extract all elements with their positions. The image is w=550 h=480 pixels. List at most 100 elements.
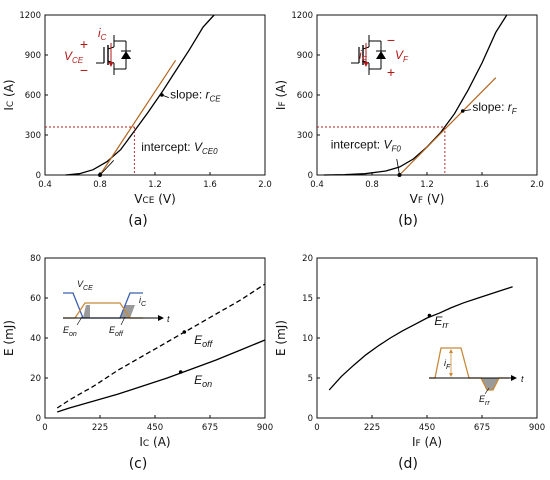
if-dim-arrow-bottom [449,373,453,377]
linear-fit-line [399,77,497,176]
eon-inset-label: Eon [63,325,77,338]
time-axis-arrow [511,375,517,381]
y-tick-label: 0 [36,171,41,181]
x-axis-label: VF (V) [410,192,445,206]
x-tick-label: 225 [364,423,380,433]
minus-sign: − [80,62,88,78]
plus-sign: + [80,36,88,52]
symbol-diode [121,51,131,59]
x-tick-label: 2.0 [258,180,272,190]
x-tick-label: 900 [529,423,545,433]
eoff-leader [120,316,126,326]
diode-symbol-icon: iF VF− + [351,32,409,80]
ic-label: iC [139,295,147,308]
panel-a: 0.4 0.8 1.2 1.6 2.0 0 300 600 900 1200 VCE (V) IC (… [2,11,272,229]
eoff-marker [182,330,187,334]
voltage-symbol: VCE [64,49,84,65]
slope-annotation: slope: rCE [170,87,221,103]
intercept-leader [99,160,115,176]
err-leader [484,387,490,395]
series-line-eoff [56,283,266,409]
x-tick-label: 0.4 [38,180,52,190]
x-tick-label: 675 [202,423,218,433]
if-label: iF [444,358,451,371]
y-tick-label: 900 [297,51,313,61]
y-tick-label: 40 [30,334,41,344]
y-tick-label: 1200 [19,11,41,21]
series-line-curve [65,14,215,176]
eon-area [73,305,90,318]
intercept-leader [396,158,400,176]
eoff-label: Eoff [194,333,214,349]
series-line-err [328,286,513,391]
x-tick-label: 450 [419,423,435,433]
y-axis-label: IC (A) [2,79,16,110]
switching-waveform-inset: t VCE iC Eon Eoff [63,279,170,338]
err-marker [427,313,432,318]
y-axis-label: IF (A) [274,80,288,110]
y-axis-label: E (mJ) [274,320,288,356]
intercept-annotation: intercept: VF0 [331,137,402,153]
y-tick-label: 10 [302,334,313,344]
panel-label: (b) [398,213,418,229]
x-axis-label: IC (A) [139,435,170,449]
current-symbol: iC [98,26,107,42]
plus-sign: + [387,64,395,80]
vce-label: VCE [77,279,93,292]
current-symbol: iF [359,48,368,64]
x-tick-label: 900 [257,423,273,433]
x-axis-label: IF (A) [412,435,442,449]
time-label: t [521,374,524,384]
y-tick-label: 600 [297,91,313,101]
x-tick-label: 0.8 [365,180,379,190]
plot-frame [316,257,538,419]
x-tick-label: 450 [147,423,163,433]
eon-leader [76,316,83,326]
y-tick-label: 900 [25,51,41,61]
eoff-inset-label: Eoff [109,325,124,338]
x-tick-label: 675 [474,423,490,433]
y-tick-label: 20 [302,254,313,264]
x-tick-label: 225 [92,423,108,433]
x-tick-label: 1.6 [475,180,489,190]
y-axis-label: E (mJ) [2,320,16,356]
time-label: t [167,314,170,324]
voltage-symbol: VF [395,48,409,64]
x-tick-label: 1.6 [203,180,217,190]
y-tick-label: 600 [25,91,41,101]
err-inset-label: Err [479,394,490,407]
reverse-recovery-inset: t iF Err [429,347,524,407]
panel-label: (c) [129,456,148,472]
series-line-eon [56,339,266,413]
x-tick-label: 1.2 [420,180,434,190]
y-tick-label: 15 [302,294,313,304]
slope-leader [161,94,169,99]
igbt-symbol-icon: iC VCE+ − [64,26,131,78]
x-tick-label: 1.2 [148,180,162,190]
y-tick-label: 60 [30,294,41,304]
y-tick-label: 20 [30,374,41,384]
x-tick-label: 0 [42,423,47,433]
y-tick-label: 0 [308,171,313,181]
panel-label: (d) [398,456,418,472]
err-label: Err [434,314,449,330]
if-waveform [429,347,509,391]
intercept-annotation: intercept: VCE0 [141,140,218,156]
minus-sign: − [387,32,395,48]
y-tick-label: 300 [25,131,41,141]
panel-c: 0 225 450 675 900 0 20 40 60 80 IC (A) E (mJ) (c) Eof… [2,254,273,472]
panel-b: 0.4 0.8 1.2 1.6 2.0 0 300 600 900 1200 VF (V) IF (A… [274,11,544,229]
current-arrow-head [363,62,369,67]
y-tick-label: 1200 [291,11,313,21]
current-arrow-head [108,62,114,67]
y-tick-label: 0 [36,414,41,424]
eon-label: Eon [194,373,212,389]
linear-fit-line [99,59,177,176]
y-tick-label: 0 [308,414,313,424]
slope-annotation: slope: rF [472,100,517,116]
y-tick-label: 80 [30,254,41,264]
x-tick-label: 0 [314,423,319,433]
x-tick-label: 2.0 [530,180,544,190]
